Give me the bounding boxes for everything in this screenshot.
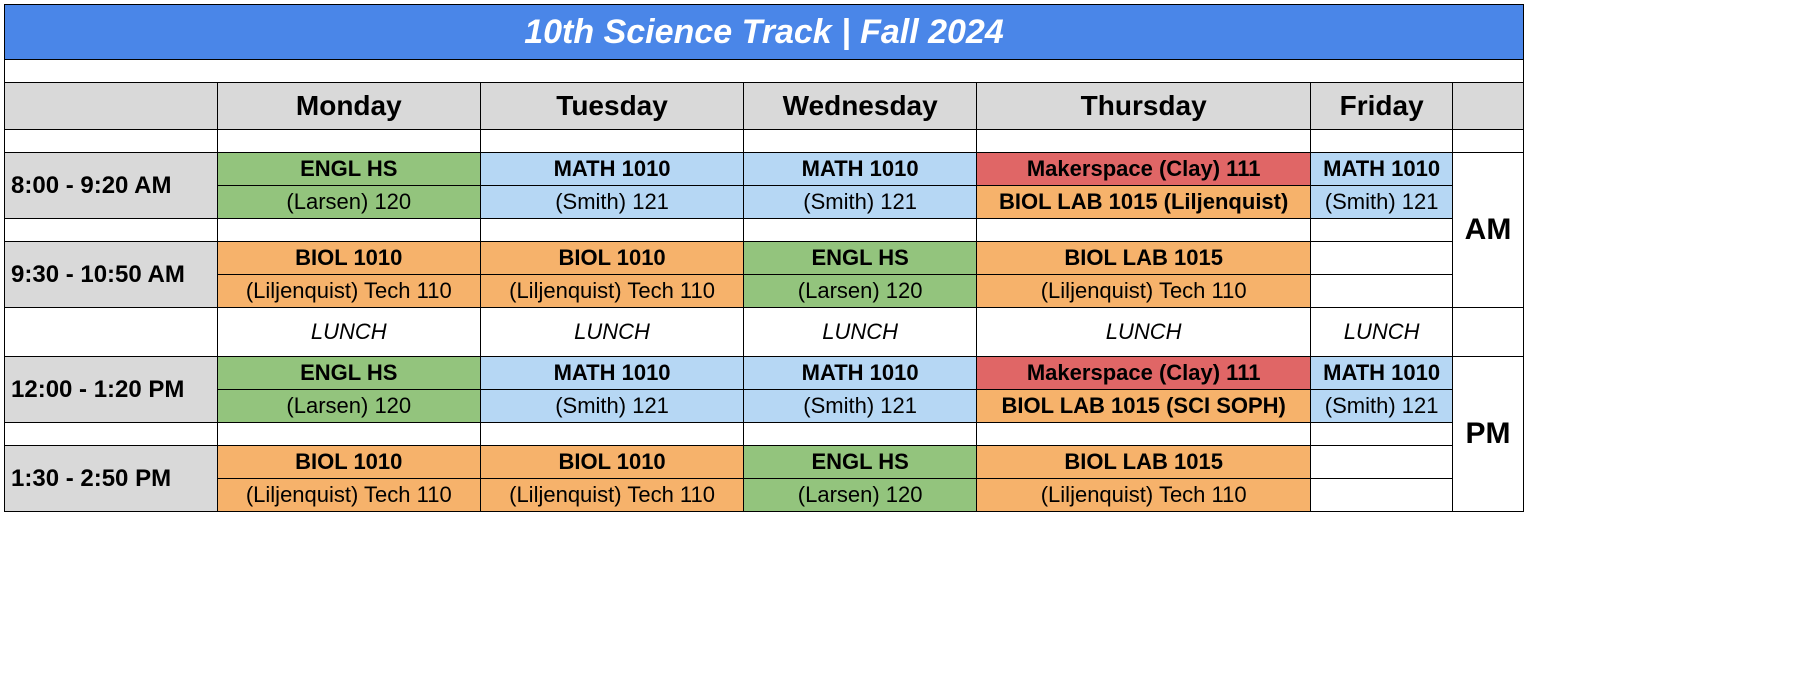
mon-1-bot: (Larsen) 120 bbox=[217, 186, 480, 219]
header-thursday: Thursday bbox=[977, 83, 1311, 130]
tue-2-top: BIOL 1010 bbox=[480, 242, 743, 275]
fri-3-bot: (Smith) 121 bbox=[1311, 390, 1453, 423]
header-wednesday: Wednesday bbox=[744, 83, 977, 130]
tue-3-bot: (Smith) 121 bbox=[480, 390, 743, 423]
header-blank-left bbox=[5, 83, 218, 130]
thu-2-bot: (Liljenquist) Tech 110 bbox=[977, 275, 1311, 308]
fri-2-bot bbox=[1311, 275, 1453, 308]
lunch-blank-r bbox=[1453, 308, 1524, 357]
mon-lunch: LUNCH bbox=[217, 308, 480, 357]
tue-2-bot: (Liljenquist) Tech 110 bbox=[480, 275, 743, 308]
mon-2-bot: (Liljenquist) Tech 110 bbox=[217, 275, 480, 308]
header-friday: Friday bbox=[1311, 83, 1453, 130]
tue-lunch: LUNCH bbox=[480, 308, 743, 357]
tue-4-bot: (Liljenquist) Tech 110 bbox=[480, 479, 743, 512]
wed-2-top: ENGL HS bbox=[744, 242, 977, 275]
wed-2-bot: (Larsen) 120 bbox=[744, 275, 977, 308]
wed-lunch: LUNCH bbox=[744, 308, 977, 357]
fri-3-top: MATH 1010 bbox=[1311, 357, 1453, 390]
mon-1-top: ENGL HS bbox=[217, 153, 480, 186]
header-monday: Monday bbox=[217, 83, 480, 130]
thu-4-bot: (Liljenquist) Tech 110 bbox=[977, 479, 1311, 512]
mon-3-top: ENGL HS bbox=[217, 357, 480, 390]
wed-1-top: MATH 1010 bbox=[744, 153, 977, 186]
mon-4-bot: (Liljenquist) Tech 110 bbox=[217, 479, 480, 512]
fri-1-bot: (Smith) 121 bbox=[1311, 186, 1453, 219]
time-slot-4: 1:30 - 2:50 PM bbox=[5, 446, 218, 512]
mon-2-top: BIOL 1010 bbox=[217, 242, 480, 275]
thu-4-top: BIOL LAB 1015 bbox=[977, 446, 1311, 479]
header-tuesday: Tuesday bbox=[480, 83, 743, 130]
thu-1-top: Makerspace (Clay) 111 bbox=[977, 153, 1311, 186]
fri-4-top bbox=[1311, 446, 1453, 479]
fri-4-bot bbox=[1311, 479, 1453, 512]
thu-1-bot: BIOL LAB 1015 (Liljenquist) bbox=[977, 186, 1311, 219]
tue-3-top: MATH 1010 bbox=[480, 357, 743, 390]
wed-1-bot: (Smith) 121 bbox=[744, 186, 977, 219]
wed-4-bot: (Larsen) 120 bbox=[744, 479, 977, 512]
schedule-title: 10th Science Track | Fall 2024 bbox=[5, 5, 1524, 60]
thu-lunch: LUNCH bbox=[977, 308, 1311, 357]
wed-4-top: ENGL HS bbox=[744, 446, 977, 479]
thu-3-top: Makerspace (Clay) 111 bbox=[977, 357, 1311, 390]
time-slot-3: 12:00 - 1:20 PM bbox=[5, 357, 218, 423]
tue-1-top: MATH 1010 bbox=[480, 153, 743, 186]
time-slot-1: 8:00 - 9:20 AM bbox=[5, 153, 218, 219]
header-blank-right bbox=[1453, 83, 1524, 130]
wed-3-top: MATH 1010 bbox=[744, 357, 977, 390]
mon-4-top: BIOL 1010 bbox=[217, 446, 480, 479]
thu-2-top: BIOL LAB 1015 bbox=[977, 242, 1311, 275]
am-label: AM bbox=[1453, 153, 1524, 308]
lunch-blank bbox=[5, 308, 218, 357]
fri-1-top: MATH 1010 bbox=[1311, 153, 1453, 186]
pm-label: PM bbox=[1453, 357, 1524, 512]
tue-1-bot: (Smith) 121 bbox=[480, 186, 743, 219]
schedule-table: 10th Science Track | Fall 2024 Monday Tu… bbox=[4, 4, 1524, 512]
wed-3-bot: (Smith) 121 bbox=[744, 390, 977, 423]
time-slot-2: 9:30 - 10:50 AM bbox=[5, 242, 218, 308]
thu-3-bot: BIOL LAB 1015 (SCI SOPH) bbox=[977, 390, 1311, 423]
fri-2-top bbox=[1311, 242, 1453, 275]
tue-4-top: BIOL 1010 bbox=[480, 446, 743, 479]
fri-lunch: LUNCH bbox=[1311, 308, 1453, 357]
mon-3-bot: (Larsen) 120 bbox=[217, 390, 480, 423]
